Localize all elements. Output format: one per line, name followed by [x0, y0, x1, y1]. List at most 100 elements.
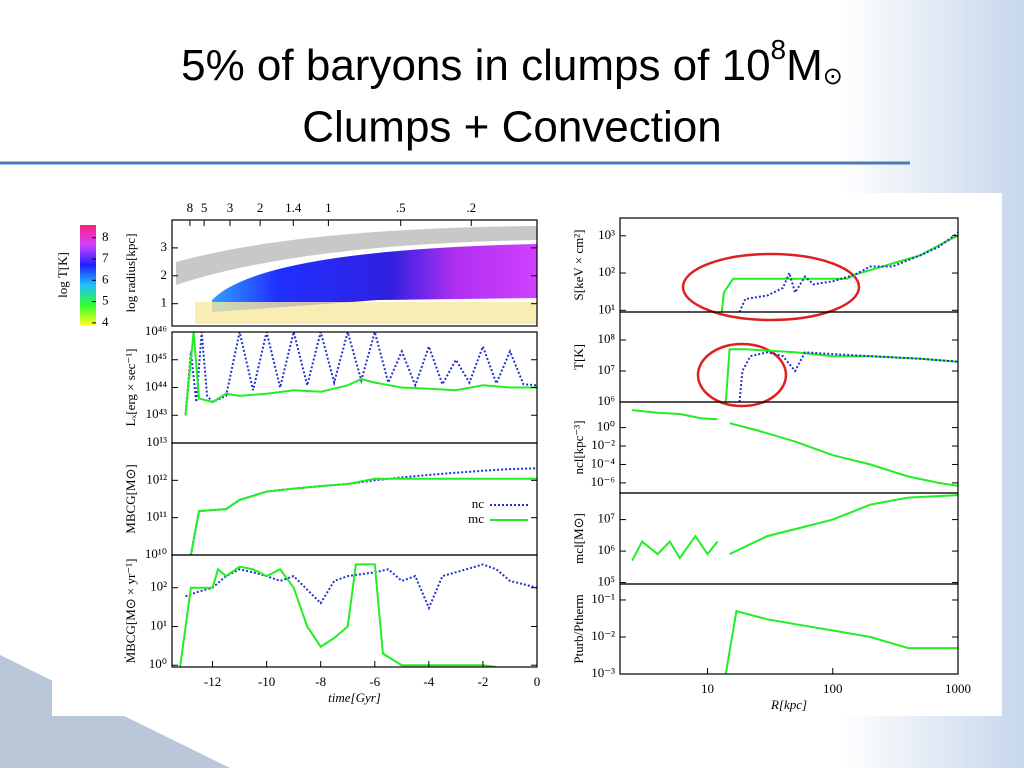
- colorbar-tick-label: 7: [102, 250, 109, 265]
- colorbar-tick-label: 4: [102, 314, 109, 329]
- plot-frame: [619, 583, 959, 675]
- y-tick-label: 10¹⁰: [145, 546, 167, 561]
- x-tick-label: 100: [823, 681, 843, 696]
- top-tick-label: 5: [201, 200, 208, 215]
- y-tick-label: 10¹: [598, 301, 615, 316]
- x-tick-label: 0: [534, 674, 541, 689]
- y-axis-label: ncl[kpc⁻³]: [571, 420, 586, 474]
- y-tick-label: 10²: [150, 579, 167, 594]
- top-tick-label: .2: [466, 200, 476, 215]
- legend-label: mc: [468, 511, 484, 526]
- title-sub: ⊙: [823, 63, 843, 90]
- y-tick-label: 10⁻³: [591, 665, 615, 680]
- y-tick-label: 3: [161, 239, 168, 254]
- y-axis-label: mcl[M⊙]: [571, 513, 586, 564]
- highlight-ellipse: [696, 342, 788, 408]
- colorbar: [80, 225, 96, 325]
- y-tick-label: 10⁷: [597, 511, 615, 526]
- heatmap-art: [80, 225, 537, 325]
- y-tick-label: 10⁷: [597, 362, 615, 377]
- highlight-ellipse: [681, 252, 861, 322]
- plot: [184, 332, 537, 416]
- plot: [179, 563, 537, 667]
- y-tick-label: 10⁶: [597, 393, 615, 408]
- y-tick-label: 2: [161, 267, 168, 282]
- y-tick-label: 10⁰: [597, 419, 615, 434]
- cool-gas: [195, 302, 537, 324]
- y-tick-label: 10⁵: [597, 574, 615, 589]
- legend-label: nc: [472, 496, 485, 511]
- plot: [720, 231, 958, 312]
- y-tick-label: 10⁻¹: [591, 591, 615, 606]
- top-tick-label: .5: [396, 200, 406, 215]
- y-tick-label: 10³: [598, 227, 615, 242]
- plot-frame: [171, 554, 538, 668]
- slide-subtitle: Clumps + Convection: [302, 103, 721, 152]
- x-tick-label: -2: [478, 674, 489, 689]
- y-axis-label: Pturb/Ptherm: [571, 594, 586, 663]
- y-tick-label: 1: [161, 295, 168, 310]
- x-axis-label: time[Gyr]: [328, 690, 381, 705]
- top-tick-label: 2: [257, 200, 264, 215]
- title-text: 5% of baryons in clumps of 10: [181, 41, 770, 90]
- series-line: [631, 409, 958, 487]
- y-axis-label: ṀBCG[M⊙ × yr⁻¹]: [123, 559, 138, 664]
- x-tick-label: -10: [258, 674, 275, 689]
- y-tick-label: 10⁶: [597, 542, 615, 557]
- title-sup: 8: [771, 34, 787, 65]
- series-line: [179, 563, 497, 667]
- plot-frame: [171, 219, 538, 327]
- y-tick-label: 10¹³: [146, 434, 167, 449]
- x-tick-label: 10: [701, 681, 714, 696]
- x-tick-label: 1000: [945, 681, 971, 696]
- colorbar-tick-label: 6: [102, 271, 109, 286]
- title-text: M: [786, 41, 823, 90]
- plot: [631, 409, 958, 487]
- y-tick-label: 10⁴⁶: [145, 323, 167, 338]
- y-tick-label: 10⁻⁴: [591, 455, 616, 470]
- y-tick-label: 10⁰: [149, 656, 167, 671]
- y-tick-label: 10⁴⁵: [145, 351, 167, 366]
- series-line: [184, 332, 537, 416]
- colorbar-label: log T[K]: [55, 252, 70, 298]
- hot-gas: [212, 244, 537, 312]
- top-tick-label: 3: [227, 200, 234, 215]
- series-line: [185, 563, 537, 611]
- plot: [724, 348, 958, 402]
- colorbar-tick-label: 5: [102, 293, 109, 308]
- x-tick-label: -4: [423, 674, 434, 689]
- y-tick-label: 10¹²: [146, 471, 167, 486]
- y-tick-label: 10¹¹: [146, 509, 167, 524]
- y-tick-label: 10¹: [150, 617, 167, 632]
- slide-title: 5% of baryons in clumps of 108M⊙: [181, 34, 843, 90]
- top-tick-label: 1.4: [285, 200, 302, 215]
- series-line: [738, 351, 958, 402]
- series-line: [738, 231, 958, 312]
- x-tick-label: -8: [315, 674, 326, 689]
- plot: [189, 467, 537, 555]
- plot: [724, 609, 958, 674]
- y-tick-label: 10⁻²: [591, 628, 615, 643]
- y-tick-label: 10⁻⁶: [591, 474, 615, 489]
- x-tick-label: -6: [369, 674, 380, 689]
- top-tick-label: 1: [325, 200, 332, 215]
- y-tick-label: 10⁸: [597, 331, 615, 346]
- y-tick-label: 10⁻²: [591, 437, 615, 452]
- y-tick-label: 10⁴⁴: [145, 378, 168, 393]
- y-axis-label: log radius[kpc]: [123, 233, 138, 312]
- y-axis-label: MBCG[M⊙]: [123, 464, 138, 533]
- x-tick-label: -12: [204, 674, 221, 689]
- colorbar-tick-label: 8: [102, 229, 109, 244]
- series-line: [724, 609, 958, 674]
- plot: [631, 494, 958, 562]
- y-tick-label: 10⁴³: [146, 406, 168, 421]
- series-line: [189, 477, 537, 555]
- cold-shells: [176, 226, 537, 285]
- y-axis-label: Lₓ[erg × sec⁻¹]: [123, 349, 138, 427]
- x-axis-label: R[kpc]: [770, 697, 807, 712]
- top-tick-label: 8: [187, 200, 194, 215]
- y-axis-label: S[keV × cm²]: [571, 230, 586, 301]
- y-axis-label: T[K]: [571, 344, 586, 370]
